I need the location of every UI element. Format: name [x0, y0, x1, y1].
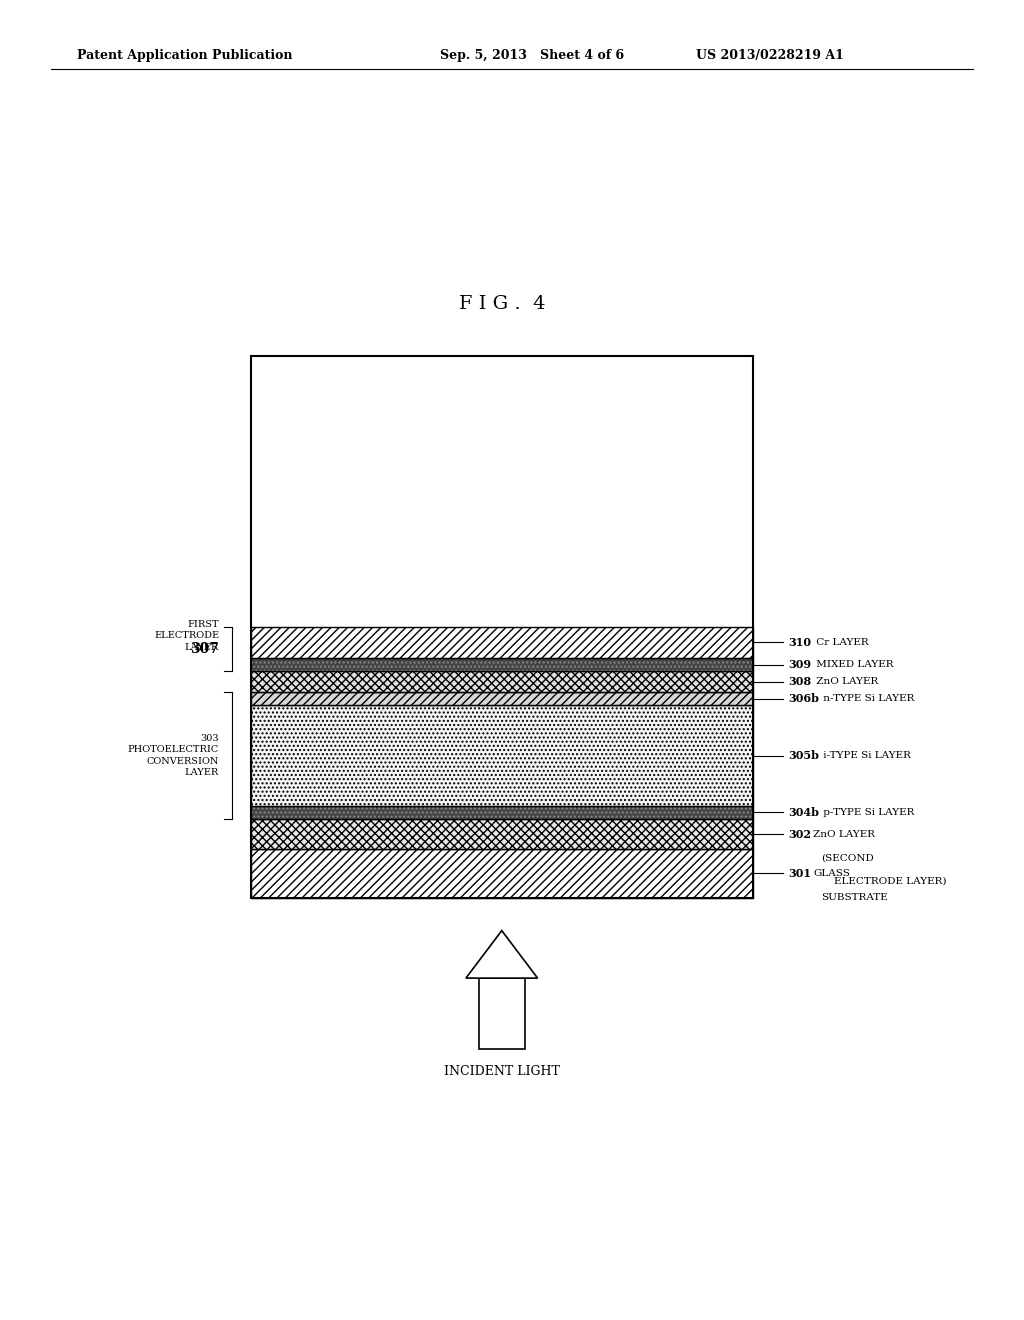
Text: (SECOND: (SECOND: [821, 853, 874, 862]
Bar: [251, 849, 753, 898]
Text: 301: 301: [788, 867, 811, 879]
Bar: [478, 978, 524, 1049]
Text: Patent Application Publication: Patent Application Publication: [77, 49, 292, 62]
Text: 304b: 304b: [788, 807, 819, 818]
Bar: [251, 672, 753, 692]
Text: MIXED LAYER: MIXED LAYER: [813, 660, 894, 669]
Text: 310: 310: [788, 638, 811, 648]
Text: ELECTRODE LAYER): ELECTRODE LAYER): [821, 876, 947, 886]
Bar: [251, 705, 753, 805]
Text: INCIDENT LIGHT: INCIDENT LIGHT: [443, 1065, 560, 1078]
Bar: [251, 657, 753, 672]
Text: 306b: 306b: [788, 693, 819, 704]
Text: 307: 307: [190, 643, 219, 656]
Bar: [251, 820, 753, 849]
Bar: [251, 657, 753, 672]
Bar: [251, 627, 753, 657]
Text: n-TYPE Si LAYER: n-TYPE Si LAYER: [820, 694, 914, 704]
Text: 309: 309: [788, 659, 812, 671]
Text: i-TYPE Si LAYER: i-TYPE Si LAYER: [820, 751, 911, 760]
Bar: [251, 805, 753, 820]
Text: 303
PHOTOELECTRIC
CONVERSION
LAYER: 303 PHOTOELECTRIC CONVERSION LAYER: [128, 734, 219, 776]
Text: 302: 302: [788, 829, 811, 840]
Bar: [251, 805, 753, 820]
Text: Cr LAYER: Cr LAYER: [813, 638, 868, 647]
Text: p-TYPE Si LAYER: p-TYPE Si LAYER: [820, 808, 914, 817]
Polygon shape: [466, 931, 538, 978]
Text: US 2013/0228219 A1: US 2013/0228219 A1: [696, 49, 844, 62]
Text: Sep. 5, 2013   Sheet 4 of 6: Sep. 5, 2013 Sheet 4 of 6: [440, 49, 625, 62]
Text: 305b: 305b: [788, 750, 819, 762]
Text: ZnO LAYER: ZnO LAYER: [813, 829, 876, 838]
Bar: [251, 692, 753, 705]
Text: F I G .  4: F I G . 4: [459, 294, 545, 313]
Bar: [251, 356, 753, 898]
Text: ZnO LAYER: ZnO LAYER: [813, 677, 879, 686]
Text: FIRST
ELECTRODE
LAYER: FIRST ELECTRODE LAYER: [154, 620, 219, 652]
Text: SUBSTRATE: SUBSTRATE: [821, 892, 888, 902]
Text: GLASS: GLASS: [813, 869, 850, 878]
Text: 308: 308: [788, 676, 812, 688]
